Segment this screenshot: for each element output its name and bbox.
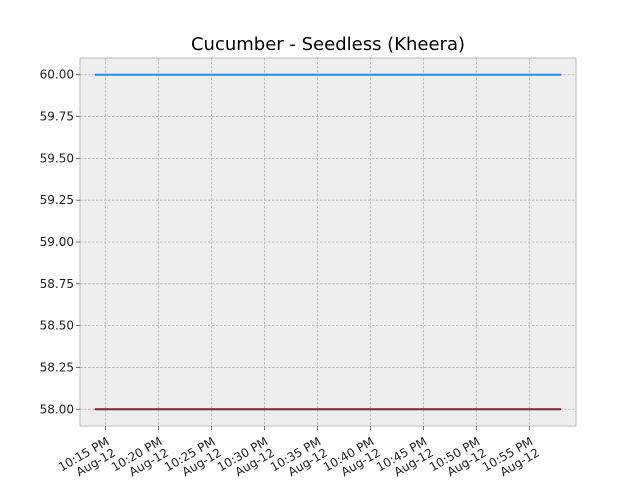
y-tick-label: 58.50: [40, 319, 74, 333]
y-tick-label: 59.25: [40, 193, 74, 207]
y-tick-label: 58.25: [40, 360, 74, 374]
y-axis-ticks: 58.00 58.25 58.50 58.75 59.00 59.25 59.50 59.75…: [40, 68, 80, 416]
chart-title: Cucumber - Seedless (Kheera): [191, 34, 465, 55]
y-tick-label: 59.75: [40, 110, 74, 124]
y-tick-label: 58.75: [40, 277, 74, 291]
y-tick-label: 59.00: [40, 235, 74, 249]
y-tick-label: 58.00: [40, 402, 74, 416]
y-tick-label: 60.00: [40, 68, 74, 82]
y-tick-label: 59.50: [40, 151, 74, 165]
series-lines: [94, 73, 562, 411]
